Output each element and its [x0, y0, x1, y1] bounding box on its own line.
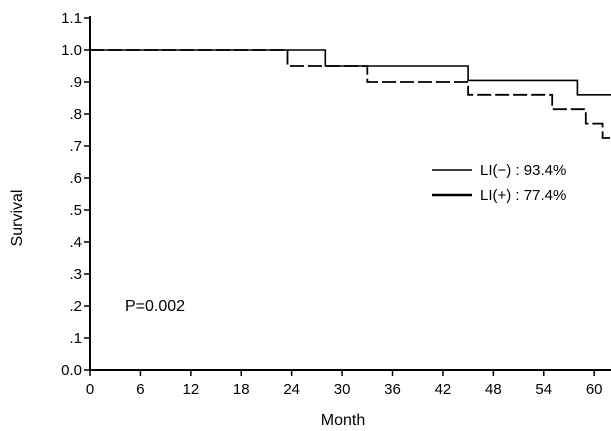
- y-tick-label: 1.1: [61, 10, 82, 27]
- legend: LI(−) : 93.4% LI(+) : 77.4%: [432, 162, 566, 204]
- y-tick-label: .4: [69, 234, 82, 251]
- y-tick-label: .5: [69, 202, 82, 219]
- x-tick-label: 6: [136, 381, 144, 398]
- x-tick-label: 24: [283, 381, 300, 398]
- y-tick-label: .2: [69, 298, 82, 315]
- axes: [89, 16, 611, 371]
- y-ticks: 0.0 .1 .2 .3 .4 .5 .6 .7 .8 .9 1.0 1.1: [61, 10, 90, 379]
- y-tick-label: .1: [69, 330, 82, 347]
- y-tick-label: .8: [69, 106, 82, 123]
- y-tick-label: 1.0: [61, 42, 82, 59]
- y-tick-label: .3: [69, 266, 82, 283]
- x-axis-label: Month: [321, 412, 365, 429]
- p-value-annotation: P=0.002: [125, 298, 185, 315]
- legend-label-li-negative: LI(−) : 93.4%: [480, 162, 566, 179]
- x-tick-label: 42: [435, 381, 452, 398]
- y-axis-label: Survival: [9, 190, 26, 247]
- x-tick-label: 48: [485, 381, 502, 398]
- x-tick-label: 36: [384, 381, 401, 398]
- legend-label-li-positive: LI(+) : 77.4%: [480, 187, 566, 204]
- y-tick-label: 0.0: [61, 362, 82, 379]
- series-layer: [90, 49, 611, 139]
- x-tick-label: 54: [535, 381, 552, 398]
- x-tick-label: 18: [233, 381, 250, 398]
- y-tick-label: .9: [69, 74, 82, 91]
- x-tick-label: 0: [86, 381, 94, 398]
- series-line-li-negative: [90, 49, 611, 96]
- series-line-li-positive: [90, 49, 611, 139]
- x-tick-label: 60: [586, 381, 603, 398]
- y-tick-label: .6: [69, 170, 82, 187]
- x-tick-label: 30: [334, 381, 351, 398]
- x-ticks: 0 6 12 18 24 30 36 42 48 54 60: [86, 370, 603, 398]
- x-tick-label: 12: [182, 381, 199, 398]
- y-tick-label: .7: [69, 138, 82, 155]
